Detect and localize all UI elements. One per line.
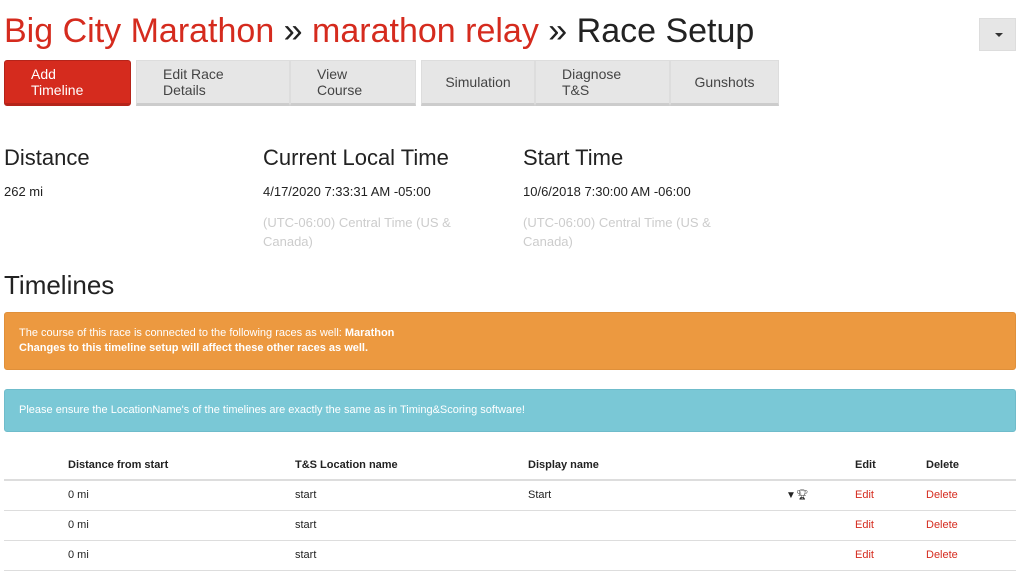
col-display: Display name [528, 450, 786, 481]
delete-link[interactable]: Delete [926, 489, 958, 502]
timelines-heading: Timelines [4, 270, 115, 300]
breadcrumb-separator: » [538, 12, 577, 50]
start-time-label: Start Time [523, 145, 624, 170]
start-time-value: 10/6/2018 7:30:00 AM -06:00 [523, 184, 691, 199]
edit-link[interactable]: Edit [855, 549, 874, 561]
warning-alert: The course of this race is connected to … [4, 312, 1016, 370]
dropdown-toggle-button[interactable] [979, 18, 1016, 51]
col-location: T&S Location name [295, 450, 528, 481]
diagnose-button[interactable]: Diagnose T&S [535, 60, 670, 106]
toolbar: Add Timeline Edit Race Details View Cour… [4, 60, 779, 106]
connected-race: Marathon [344, 327, 395, 339]
col-distance: Distance from start [68, 450, 295, 481]
distance-cell: 0 mi [68, 510, 295, 541]
local-time-value: 4/17/2020 7:33:31 AM -05:00 [263, 184, 431, 199]
local-time-zone: (UTC-06:00) Central Time (US & Canada) [263, 215, 451, 249]
warning-text: The course of this race is connected to … [19, 327, 345, 339]
table-row: 0 mi start Start ▼🏆︎ Edit Delete [4, 480, 1016, 511]
breadcrumb-current: Race Setup [576, 12, 755, 50]
table-header: Distance from start T&S Location name Di… [4, 450, 1016, 481]
start-time-zone: (UTC-06:00) Central Time (US & Canada) [523, 215, 711, 249]
view-course-button[interactable]: View Course [290, 60, 416, 106]
breadcrumb-separator: » [274, 12, 313, 50]
edit-race-details-button[interactable]: Edit Race Details [136, 60, 290, 106]
breadcrumb-race[interactable]: marathon relay [312, 12, 539, 50]
delete-link[interactable]: Delete [926, 519, 958, 531]
location-cell: start [295, 540, 528, 571]
distance-label: Distance [4, 145, 90, 170]
trophy-icon: 🏆︎ [795, 489, 809, 501]
add-timeline-button[interactable]: Add Timeline [4, 60, 131, 106]
location-cell: start [295, 510, 528, 541]
warning-text-2: Changes to this timeline setup will affe… [19, 342, 369, 354]
local-time-label: Current Local Time [263, 145, 449, 170]
local-time-info: Current Local Time 4/17/2020 7:33:31 AM … [263, 145, 483, 251]
timelines-table: Distance from start T&S Location name Di… [4, 450, 1016, 571]
gunshots-button[interactable]: Gunshots [670, 60, 779, 106]
table-row: 0 mi start Edit Delete [4, 510, 1016, 541]
table-row: 0 mi start Edit Delete [4, 540, 1016, 571]
col-edit: Edit [855, 450, 926, 481]
distance-cell: 0 mi [68, 540, 295, 571]
simulation-button[interactable]: Simulation [421, 60, 535, 106]
distance-info: Distance 262 mi [4, 145, 224, 199]
edit-link[interactable]: Edit [855, 519, 874, 531]
page-title: Big City Marathon » marathon relay » Rac… [4, 12, 754, 51]
col-delete: Delete [926, 450, 1016, 481]
breadcrumb-event[interactable]: Big City Marathon [4, 12, 275, 50]
display-cell: Start [528, 480, 786, 511]
distance-value: 262 mi [4, 184, 44, 199]
info-alert: Please ensure the LocationName's of the … [4, 389, 1016, 432]
info-text: Please ensure the LocationName's of the … [19, 404, 525, 416]
display-cell [528, 540, 786, 571]
distance-cell: 0 mi [68, 480, 295, 511]
edit-link[interactable]: Edit [855, 489, 874, 502]
location-cell: start [295, 480, 528, 511]
filter-icon: ▼ [786, 489, 796, 501]
start-time-info: Start Time 10/6/2018 7:30:00 AM -06:00 (… [523, 145, 743, 251]
delete-link[interactable]: Delete [926, 549, 958, 561]
display-cell [528, 510, 786, 541]
